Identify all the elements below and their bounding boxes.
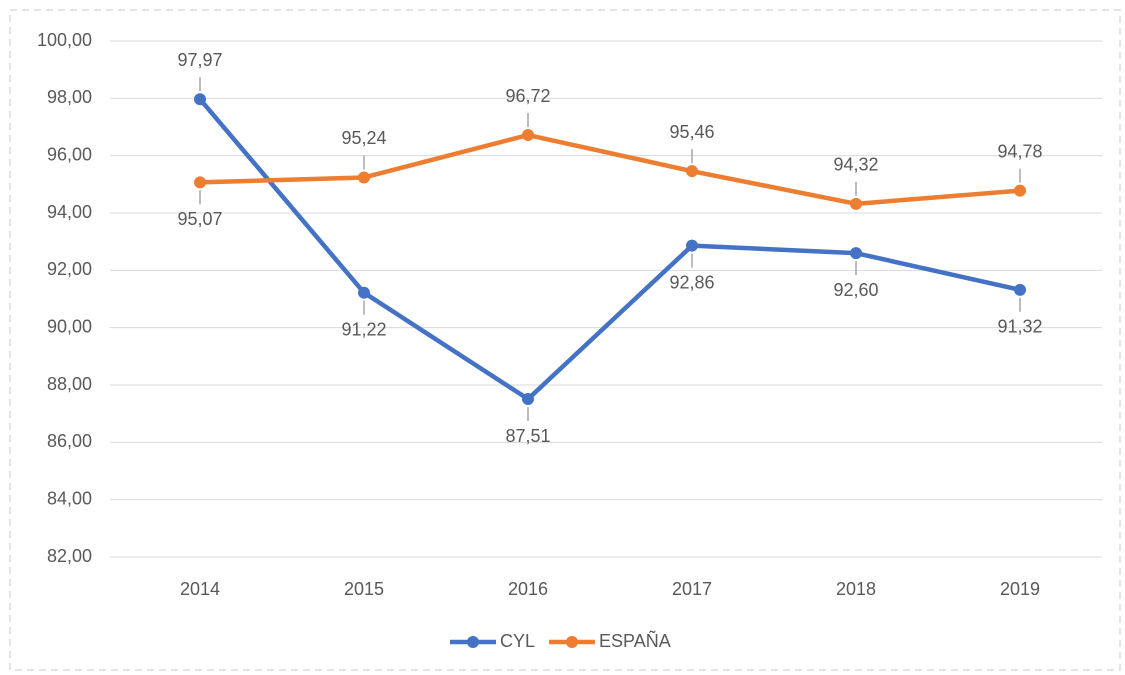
- y-tick-label: 94,00: [47, 202, 92, 222]
- x-tick-label: 2015: [344, 579, 384, 599]
- data-label: 92,86: [669, 272, 714, 292]
- legend-marker: [566, 636, 579, 648]
- data-point: [1014, 184, 1026, 197]
- data-point: [194, 93, 206, 106]
- legend-marker: [467, 636, 479, 648]
- data-label: 91,32: [997, 317, 1042, 337]
- data-label: 94,78: [997, 141, 1042, 161]
- y-tick-label: 90,00: [47, 316, 92, 336]
- legend-label: CYL: [500, 631, 535, 651]
- data-label: 95,07: [177, 209, 222, 229]
- data-point: [850, 197, 862, 210]
- y-tick-label: 86,00: [47, 431, 92, 451]
- y-tick-label: 96,00: [47, 144, 92, 164]
- y-tick-label: 82,00: [47, 546, 92, 566]
- y-tick-label: 84,00: [47, 488, 92, 508]
- data-point: [686, 239, 698, 252]
- data-point: [522, 129, 534, 142]
- x-tick-label: 2018: [836, 579, 876, 599]
- legend-label: ESPAÑA: [599, 630, 671, 651]
- y-tick-label: 98,00: [47, 87, 92, 107]
- data-label: 95,24: [341, 128, 386, 148]
- data-point: [194, 176, 206, 189]
- data-label: 92,60: [833, 280, 878, 300]
- x-tick-label: 2019: [1000, 579, 1040, 599]
- y-tick-label: 92,00: [47, 259, 92, 279]
- y-tick-label: 100,00: [37, 30, 92, 50]
- data-point: [358, 286, 370, 299]
- data-label: 96,72: [505, 86, 550, 106]
- data-point: [1014, 283, 1026, 296]
- data-label: 95,46: [669, 122, 714, 142]
- y-tick-label: 88,00: [47, 374, 92, 394]
- data-label: 91,22: [341, 319, 386, 339]
- data-point: [522, 393, 534, 406]
- data-point: [686, 165, 698, 178]
- data-label: 97,97: [177, 50, 222, 70]
- data-label: 87,51: [505, 426, 550, 446]
- series-line: [198, 97, 1021, 402]
- data-point: [850, 247, 862, 260]
- x-tick-label: 2016: [508, 579, 548, 599]
- chart-border: [9, 9, 1121, 671]
- x-tick-label: 2014: [180, 579, 220, 599]
- x-tick-label: 2017: [672, 579, 712, 599]
- data-point: [358, 171, 370, 184]
- series-line: [199, 132, 1021, 207]
- data-label: 94,32: [833, 155, 878, 175]
